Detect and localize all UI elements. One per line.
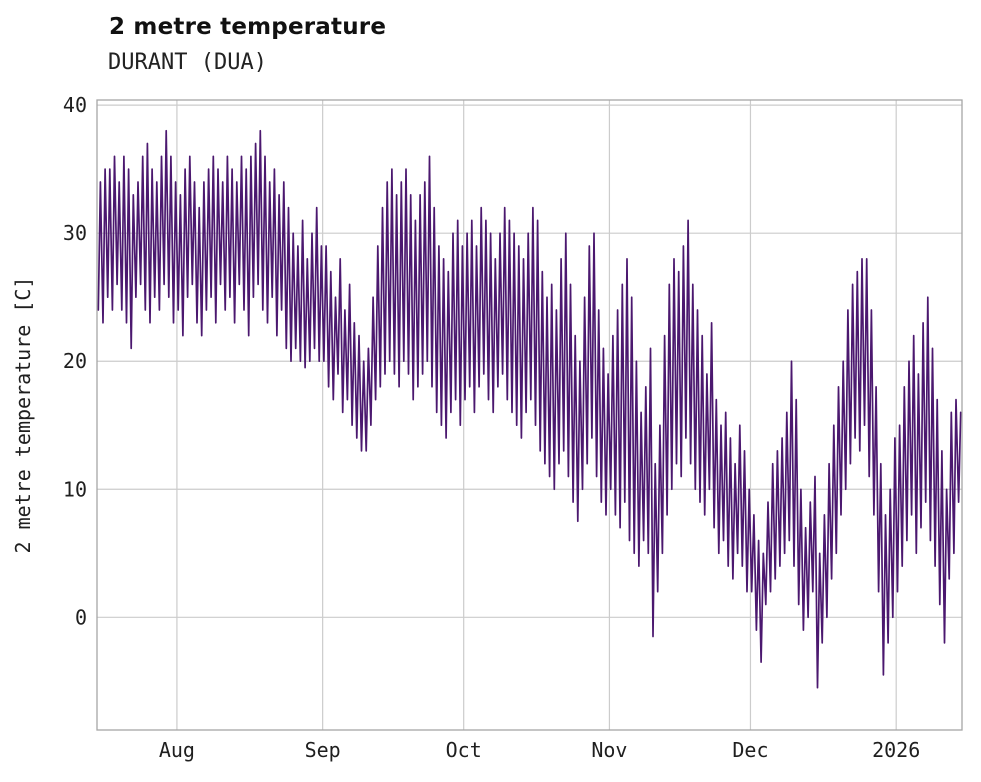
y-tick-label: 10 xyxy=(63,477,87,501)
y-tick-label: 20 xyxy=(63,349,87,373)
x-tick-label: Aug xyxy=(159,738,195,762)
y-tick-label: 40 xyxy=(63,93,87,117)
x-tick-label: Sep xyxy=(305,738,341,762)
x-tick-label: Dec xyxy=(732,738,768,762)
plot-border xyxy=(96,99,963,731)
y-tick-label: 0 xyxy=(75,605,87,629)
chart-title: 2 metre temperature xyxy=(109,14,387,40)
x-tick-label: Nov xyxy=(591,738,627,762)
x-tick-label: Oct xyxy=(446,738,482,762)
chart-subtitle: DURANT (DUA) xyxy=(108,50,267,75)
y-axis-label: 2 metre temperature [C] xyxy=(11,277,35,554)
y-tick-label: 30 xyxy=(63,221,87,245)
x-tick-label: 2026 xyxy=(872,738,920,762)
temperature-line xyxy=(97,129,962,689)
